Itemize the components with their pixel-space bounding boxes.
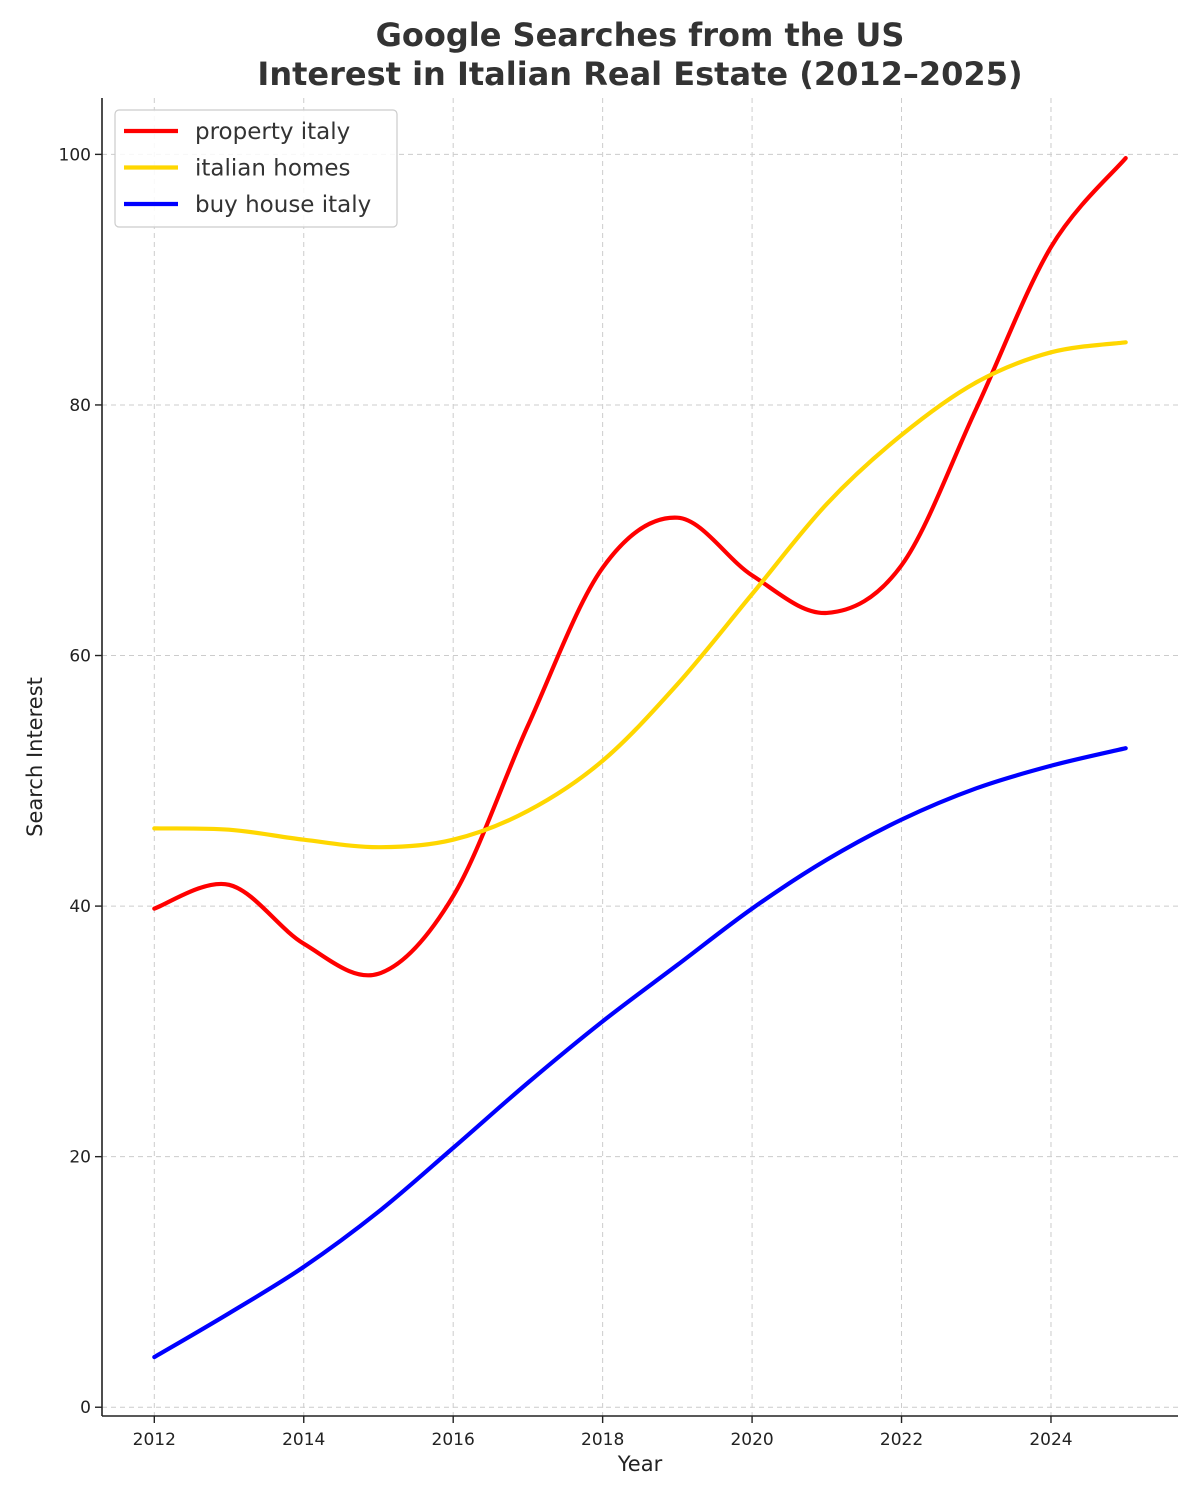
series-line-buy-house-italy bbox=[152, 746, 1128, 1360]
series-lines bbox=[152, 156, 1128, 1360]
x-tick-label: 2024 bbox=[1029, 1430, 1072, 1450]
y-tick-label: 40 bbox=[69, 897, 91, 917]
y-ticks: 0 20 40 60 80 100 bbox=[59, 145, 102, 1418]
legend-label-property-italy: property italy bbox=[195, 119, 350, 145]
x-tick-label: 2016 bbox=[432, 1430, 475, 1450]
x-tick-label: 2020 bbox=[730, 1430, 773, 1450]
x-tick-label: 2012 bbox=[133, 1430, 176, 1450]
chart-title: Google Searches from the US bbox=[376, 16, 905, 54]
x-tick-label: 2022 bbox=[880, 1430, 923, 1450]
y-tick-label: 20 bbox=[69, 1148, 91, 1168]
y-tick-label: 80 bbox=[69, 396, 91, 416]
y-tick-label: 0 bbox=[80, 1398, 91, 1418]
legend-label-buy-house-italy: buy house italy bbox=[195, 192, 371, 218]
y-tick-label: 100 bbox=[59, 145, 91, 165]
x-tick-label: 2018 bbox=[581, 1430, 624, 1450]
y-tick-label: 60 bbox=[69, 647, 91, 667]
series-line-italian-homes bbox=[152, 340, 1128, 850]
grid bbox=[102, 98, 1178, 1416]
x-ticks: 2012 2014 2016 2018 2020 2022 2024 bbox=[133, 1416, 1073, 1450]
chart-subtitle: Interest in Italian Real Estate (2012–20… bbox=[257, 55, 1022, 93]
series-line-property-italy bbox=[152, 156, 1128, 978]
x-tick-label: 2014 bbox=[282, 1430, 325, 1450]
x-axis-label: Year bbox=[617, 1452, 663, 1476]
legend-label-italian-homes: italian homes bbox=[195, 156, 350, 182]
y-axis-label: Search Interest bbox=[23, 677, 47, 837]
legend: property italy italian homes buy house ita… bbox=[114, 109, 398, 228]
legend-box bbox=[114, 109, 398, 228]
